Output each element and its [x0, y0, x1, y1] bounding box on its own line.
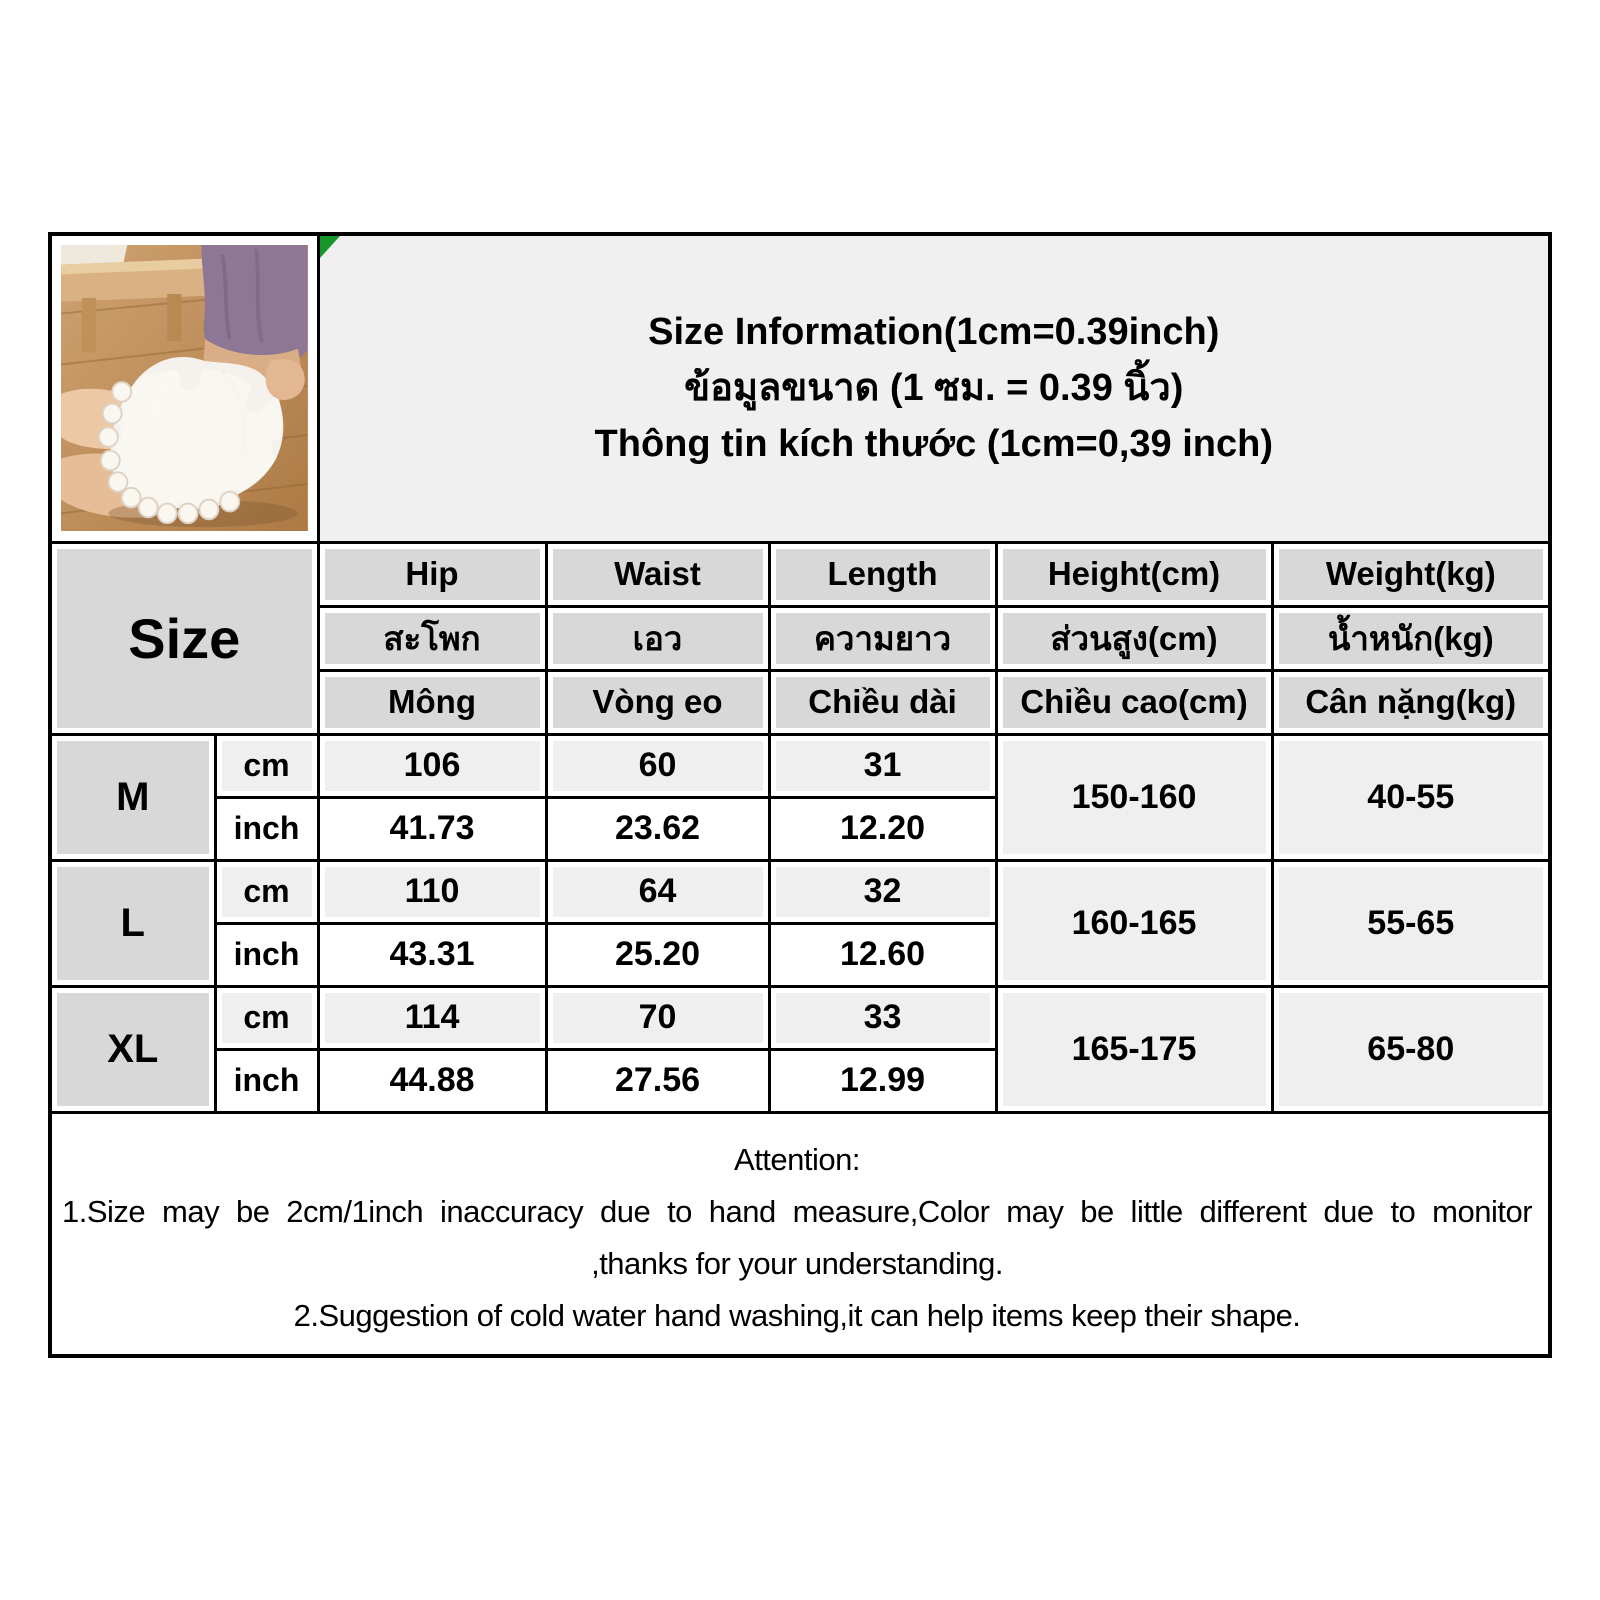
col-height-en: Height(cm) — [994, 540, 1274, 608]
title-vietnamese: Thông tin kích thước (1cm=0,39 inch) — [594, 423, 1273, 466]
xl-height: 165-175 — [994, 984, 1274, 1114]
product-photo-cell — [48, 232, 320, 544]
col-hip-vi: Mông — [316, 668, 548, 736]
l-waist-cm: 64 — [544, 858, 771, 925]
unit-cm: cm — [213, 984, 320, 1051]
col-hip-th: สะโพก — [316, 604, 548, 672]
m-waist-inch: 23.62 — [544, 795, 771, 862]
xl-hip-inch: 44.88 — [316, 1047, 548, 1114]
col-height-th: ส่วนสูง(cm) — [994, 604, 1274, 672]
title-cell: Size Information(1cm=0.39inch) ข้อมูลขนา… — [316, 232, 1552, 544]
title-english: Size Information(1cm=0.39inch) — [648, 311, 1220, 354]
size-m-label: M — [48, 732, 217, 862]
col-length-vi: Chiều dài — [767, 668, 998, 736]
unit-inch: inch — [213, 1047, 320, 1114]
title-thai: ข้อมูลขนาด (1 ซม. = 0.39 นิ้ว) — [684, 367, 1184, 410]
col-hip-en: Hip — [316, 540, 548, 608]
l-weight: 55-65 — [1270, 858, 1552, 988]
col-waist-vi: Vòng eo — [544, 668, 771, 736]
m-length-inch: 12.20 — [767, 795, 998, 862]
hand — [265, 359, 305, 401]
size-l-label: L — [48, 858, 217, 988]
attention-note2: 2.Suggestion of cold water hand washing,… — [293, 1297, 1301, 1333]
table-row-m-cm: M cm 106 60 31 150-160 40-55 — [48, 732, 1552, 862]
table-row-l-cm: L cm 110 64 32 160-165 55-65 — [48, 858, 1552, 988]
corner-marker-icon — [321, 237, 340, 258]
lace-scallops — [97, 381, 241, 525]
xl-waist-inch: 27.56 — [544, 1047, 771, 1114]
product-photo — [61, 245, 308, 532]
col-waist-en: Waist — [544, 540, 771, 608]
size-chart-table: Size Information(1cm=0.39inch) ข้อมูลขนา… — [48, 232, 1553, 1358]
table-row-xl-cm: XL cm 114 70 33 165-175 65-80 — [48, 984, 1552, 1114]
l-hip-inch: 43.31 — [316, 921, 548, 988]
unit-inch: inch — [213, 795, 320, 862]
xl-hip-cm: 114 — [316, 984, 548, 1051]
xl-waist-cm: 70 — [544, 984, 771, 1051]
m-hip-inch: 41.73 — [316, 795, 548, 862]
m-weight: 40-55 — [1270, 732, 1552, 862]
attention-cell: Attention: 1.Size may be 2cm/1inch inacc… — [48, 1110, 1552, 1358]
unit-cm: cm — [213, 732, 320, 799]
l-length-cm: 32 — [767, 858, 998, 925]
attention-note1-line1: 1.Size may be 2cm/1inch inaccuracy due t… — [62, 1193, 1533, 1229]
col-weight-en: Weight(kg) — [1270, 540, 1552, 608]
col-height-vi: Chiều cao(cm) — [994, 668, 1274, 736]
table-row-l-inch: inch 43.31 25.20 12.60 — [50, 921, 1550, 988]
xl-length-cm: 33 — [767, 984, 998, 1051]
m-waist-cm: 60 — [544, 732, 771, 799]
purple-top — [201, 245, 308, 372]
unit-inch: inch — [213, 921, 320, 988]
col-weight-th: น้ำหนัก(kg) — [1270, 604, 1552, 672]
table-row-m-inch: inch 41.73 23.62 12.20 — [50, 795, 1550, 862]
attention-heading: Attention: — [734, 1141, 860, 1177]
col-length-th: ความยาว — [767, 604, 998, 672]
size-chart-sheet: Size Information(1cm=0.39inch) ข้อมูลขนา… — [48, 232, 1553, 1358]
attention-note1-line2: ,thanks for your understanding. — [591, 1245, 1003, 1281]
table-row-xl-inch: inch 44.88 27.56 12.99 — [50, 1047, 1550, 1114]
bench — [61, 258, 206, 353]
m-hip-cm: 106 — [316, 732, 548, 799]
xl-length-inch: 12.99 — [767, 1047, 998, 1114]
col-length-en: Length — [767, 540, 998, 608]
l-length-inch: 12.60 — [767, 921, 998, 988]
col-weight-vi: Cân nặng(kg) — [1270, 668, 1552, 736]
l-hip-cm: 110 — [316, 858, 548, 925]
l-height: 160-165 — [994, 858, 1274, 988]
col-waist-th: เอว — [544, 604, 771, 672]
m-length-cm: 31 — [767, 732, 998, 799]
m-height: 150-160 — [994, 732, 1274, 862]
product-photo-illustration — [61, 245, 308, 532]
lace-trim — [114, 368, 282, 512]
xl-weight: 65-80 — [1270, 984, 1552, 1114]
size-xl-label: XL — [48, 984, 217, 1114]
unit-cm: cm — [213, 858, 320, 925]
size-header: Size — [48, 540, 320, 736]
l-waist-inch: 25.20 — [544, 921, 771, 988]
